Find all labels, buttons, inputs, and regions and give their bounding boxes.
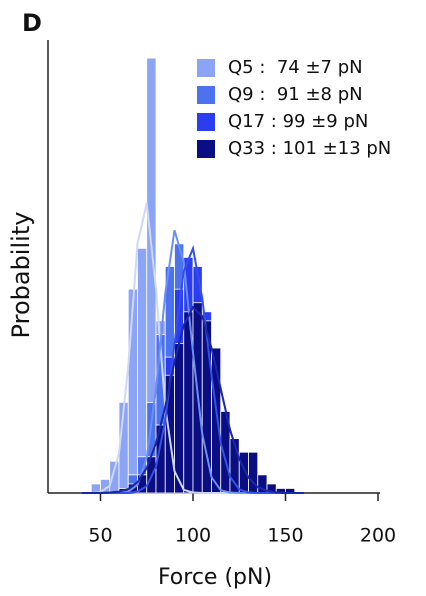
legend-swatch	[197, 86, 215, 104]
legend-label: Q33 : 101 ±13 pN	[228, 138, 391, 159]
bar	[137, 247, 148, 494]
bar	[127, 288, 138, 494]
x-tick-label: 100	[175, 525, 211, 547]
legend-swatch	[197, 140, 215, 158]
fit-curve	[82, 244, 304, 494]
y-axis-label: Probability	[7, 212, 35, 339]
legend-label: Q9 : 91 ±8 pN	[228, 84, 363, 105]
fit-curve	[82, 305, 304, 494]
panel-label: D	[22, 9, 42, 37]
x-tick-label: 50	[88, 525, 112, 547]
x-tick-label: 200	[360, 525, 396, 547]
legend-swatch	[197, 113, 215, 131]
bar	[174, 343, 185, 494]
x-axis-label: Force (pN)	[158, 565, 272, 590]
legend-label: Q17 : 99 ±9 pN	[228, 111, 368, 132]
x-tick-label: 150	[267, 525, 303, 547]
legend-label: Q5 : 74 ±7 pN	[228, 57, 363, 78]
legend-swatch	[197, 59, 215, 77]
